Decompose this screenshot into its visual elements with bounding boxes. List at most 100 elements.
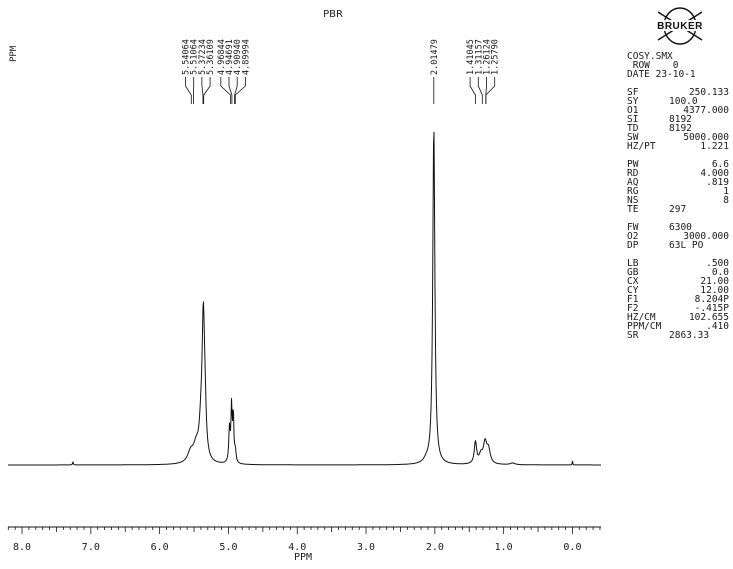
param-value: 100.0 [669, 96, 698, 107]
peak-label: 1.26124 [483, 39, 493, 75]
param-value: 4.000 [700, 168, 729, 179]
peak-label: 4.90940 [233, 39, 243, 75]
param-value: 8192 [669, 114, 692, 125]
param-key: SY [627, 96, 639, 107]
param-key: AQ [627, 177, 639, 188]
params-header: COSY.SMX ROW 0 DATE 23-10-1 [627, 52, 731, 80]
param-value: 6300 [669, 222, 692, 233]
param-key: GB [627, 267, 639, 278]
x-tick-label: 4.0 [288, 542, 306, 553]
param-key: TE [627, 204, 639, 215]
bruker-logo: BRUKER [649, 7, 711, 45]
param-key: FW [627, 222, 639, 233]
param-key: LB [627, 258, 639, 269]
x-tick-label: 3.0 [357, 542, 375, 553]
param-group: PW 6.6 RD 4.000 AQ .819 RG 1 NS 8 TE 297 [627, 159, 731, 215]
param-key: TD [627, 123, 639, 134]
peak-label-connector [220, 77, 231, 104]
param-row: CX 21.00 [627, 276, 731, 287]
param-row: HZ/CM 102.655 [627, 312, 731, 323]
param-key: SW [627, 132, 639, 143]
param-key: SR [627, 330, 639, 341]
param-row: RD 4.000 [627, 168, 731, 179]
param-group: LB .500 GB 0.0 CX 21.00 CY 12.00 F1 8.204P F2 -.415… [627, 258, 731, 341]
param-row: SW 5000.000 [627, 132, 731, 143]
param-row: AQ .819 [627, 177, 731, 188]
peak-label-connector [234, 77, 238, 104]
param-key: F1 [627, 294, 639, 305]
param-value: 2863.33 [669, 330, 710, 341]
param-value: 1.221 [700, 141, 729, 152]
param-value: 102.655 [688, 312, 729, 323]
param-value: .819 [706, 177, 729, 188]
param-value: 1 [723, 186, 729, 197]
param-row: HZ/PT 1.221 [627, 141, 731, 152]
peak-label-connector [185, 77, 192, 104]
param-key: RD [627, 168, 639, 179]
param-group: FW 6300 O2 3000.000 DP 63L PO [627, 222, 731, 251]
param-value: 5000.000 [683, 132, 729, 143]
param-row: SI 8192 [627, 114, 731, 125]
param-row: F2 -.415P [627, 303, 731, 314]
param-value: 0.0 [711, 267, 729, 278]
param-value: .410 [706, 321, 729, 332]
param-row: PW 6.6 [627, 159, 731, 170]
peak-label-connector [234, 77, 246, 104]
param-value: .500 [706, 258, 729, 269]
param-value: 8.204P [694, 294, 729, 305]
param-key: O2 [627, 231, 639, 242]
x-tick-label: 2.0 [426, 542, 444, 553]
param-key: PW [627, 159, 639, 170]
peak-label: 5.51064 [190, 39, 200, 75]
param-group: SF 250.133 SY 100.0 O1 4377.000 SI 8192 TD 8192 SW… [627, 87, 731, 152]
peak-label: 1.31157 [474, 39, 484, 75]
param-key: SF [627, 87, 639, 98]
param-key: RG [627, 186, 639, 197]
chart-title: PBR [323, 9, 343, 20]
param-row: SF 250.133 [627, 87, 731, 98]
param-row: F1 8.204P [627, 294, 731, 305]
param-row: O1 4377.000 [627, 105, 731, 116]
param-row: ROW 0 [627, 60, 679, 71]
x-axis-label: PPM [294, 552, 312, 563]
param-key: CY [627, 285, 639, 296]
param-value: 8 [723, 195, 729, 206]
svg-text:BRUKER: BRUKER [657, 21, 703, 32]
spectrum-trace [8, 131, 601, 466]
param-key: NS [627, 195, 639, 206]
param-key: DP [627, 240, 639, 251]
param-value: 6.6 [711, 159, 729, 170]
peak-label-connector [477, 77, 483, 104]
param-value: 63L PO [669, 240, 704, 251]
param-row: TE 297 [627, 204, 731, 215]
param-row: FW 6300 [627, 222, 731, 233]
peak-label-connector [203, 77, 211, 104]
param-date: DATE 23-10-1 [627, 69, 696, 80]
param-key: O1 [627, 105, 639, 116]
param-value: 4377.000 [683, 105, 729, 116]
param-row: TD 8192 [627, 123, 731, 134]
param-value: 297 [669, 204, 687, 215]
param-row: SY 100.0 [627, 96, 731, 107]
param-row: NS 8 [627, 195, 731, 206]
x-tick-label: 5.0 [219, 542, 237, 553]
x-tick-label: 6.0 [151, 542, 169, 553]
param-value: -.415P [694, 303, 729, 314]
peak-label-connector [201, 77, 204, 104]
param-value: 12.00 [700, 285, 729, 296]
acquisition-parameters: COSY.SMX ROW 0 DATE 23-10-1 SF 250.133 SY 1… [627, 52, 731, 349]
x-tick-label: 1.0 [495, 542, 513, 553]
param-key: PPM/CM [627, 321, 662, 332]
param-key: HZ/CM [627, 312, 656, 323]
x-tick-label: 0.0 [563, 542, 581, 553]
param-row: O2 3000.000 [627, 231, 731, 242]
peak-label-connector [228, 77, 233, 104]
param-row: RG 1 [627, 186, 731, 197]
param-row: GB 0.0 [627, 267, 731, 278]
param-key: F2 [627, 303, 639, 314]
param-row: DP 63L PO [627, 240, 731, 251]
param-key: CX [627, 276, 639, 287]
peak-label: 1.25790 [491, 39, 501, 75]
